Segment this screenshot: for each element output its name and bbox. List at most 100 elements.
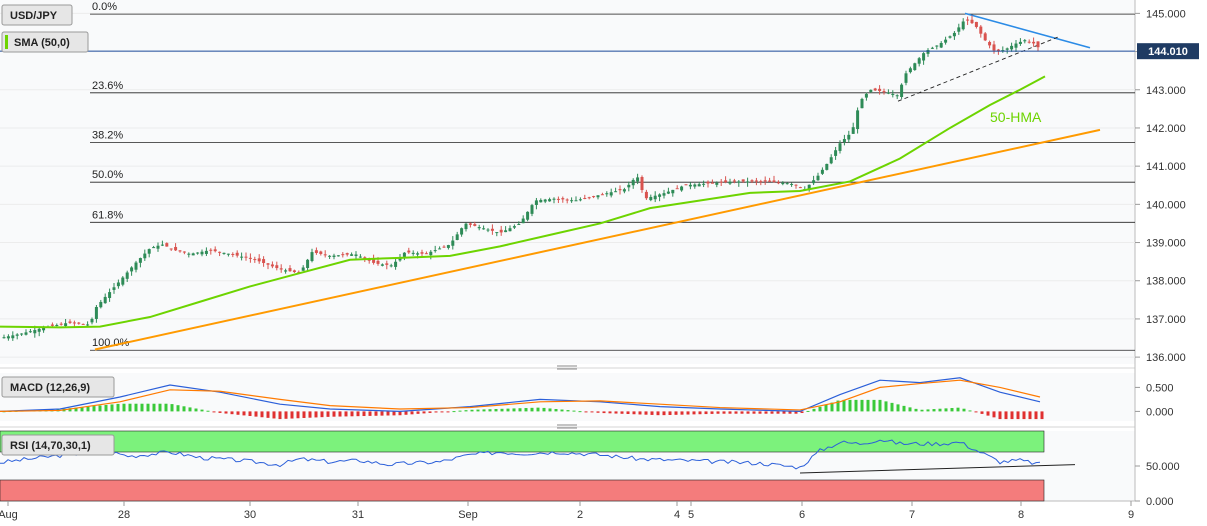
candle-body [112,287,116,290]
candle-body [790,183,794,185]
macd-histogram-bar [872,399,876,412]
candle-body [851,127,855,134]
candle-body [376,260,380,264]
macd-histogram-bar [1010,411,1014,420]
candle-body [715,182,719,185]
macd-histogram-bar [770,411,774,414]
candle-body [900,84,904,97]
candle-body [156,245,160,249]
candle-body [552,198,556,200]
rsi-trend-line [799,464,1076,474]
fib-level-label: 38.2% [92,129,123,141]
candle-body [240,256,244,258]
candle-body [116,282,120,287]
macd-histogram-bar [1004,411,1008,420]
candle-body [499,229,503,233]
candle-body [565,199,569,201]
symbol-badge[interactable]: USD/JPY [1,4,73,26]
macd-histogram-bar [482,409,486,412]
macd-histogram-bar [512,408,516,412]
candle-body [165,243,169,247]
candle-body [77,322,81,324]
macd-histogram-bar [608,411,612,414]
macd-histogram-bar [746,411,750,414]
macd-histogram-bar [974,411,978,413]
triangle-support-line [897,35,1061,102]
macd-histogram-bar [200,409,204,412]
rsi-label: RSI (14,70,30,1) [10,440,91,452]
x-tick-label: 30 [244,509,256,521]
candle-body [741,179,745,182]
candle-body [600,194,604,196]
rsi-badge[interactable]: RSI (14,70,30,1) [1,434,115,456]
macd-histogram-bar [704,411,708,415]
candle-body [270,264,274,267]
macd-histogram-bar [638,411,642,415]
macd-histogram-bar [818,406,822,412]
candle-body [495,232,499,234]
candle-body [746,181,750,183]
candle-body [644,191,648,199]
macd-histogram-bar [212,411,216,413]
candle-body [754,180,758,182]
candle-body [1005,48,1009,50]
x-tick-label: 28 [118,509,130,521]
candle-body [939,43,943,48]
rsi-oversold-zone [0,479,1045,502]
candle-body [829,157,833,164]
candle-body [649,196,653,201]
candle-body [86,324,90,326]
candle-body [389,265,393,267]
candle-body [244,256,248,258]
macd-histogram-bar [422,411,426,414]
macd-badge[interactable]: MACD (12,26,9) [1,376,115,398]
candle-body [860,98,864,109]
macd-histogram-bar [380,411,384,416]
resize-handle-icon[interactable] [557,365,577,429]
candle-body [486,229,490,231]
macd-histogram-bar [74,407,78,412]
macd-tick-label: 0.000 [1146,406,1174,418]
candle-body [636,177,640,182]
macd-histogram-bar [602,411,606,414]
macd-histogram-bar [146,403,150,412]
candle-body [68,321,72,323]
candle-body [578,199,582,201]
candle-body [922,53,926,61]
x-tick-label: 6 [799,509,805,521]
candle-body [301,267,305,271]
candle-body [1032,41,1036,44]
macd-histogram-bar [710,411,714,414]
candle-body [372,259,376,263]
candle-body [209,249,213,251]
candle-body [693,184,697,187]
macd-histogram-bar [434,411,438,413]
macd-histogram-bar [134,403,138,412]
last-price-label: 144.010 [1148,46,1188,58]
candle-body [917,58,921,64]
macd-histogram-bar [548,408,552,412]
candle-body [103,296,107,304]
candle-body [706,181,710,184]
macd-histogram-bar [350,411,354,417]
candle-body [583,198,587,200]
macd-histogram-bar [686,411,690,415]
candle-body [684,184,688,186]
sma-badge[interactable]: SMA (50,0) [1,31,89,53]
candle-body [666,191,670,194]
candle-body [323,254,327,256]
candle-body [24,332,28,335]
macd-histogram-bar [740,411,744,414]
candle-body [895,95,899,97]
macd-histogram-bar [920,409,924,412]
macd-histogram-bar [194,408,198,412]
candle-body [37,328,41,332]
candle-body [614,191,618,193]
macd-histogram-bar [68,408,72,412]
macd-histogram-bar [656,411,660,416]
macd-histogram-bar [662,411,666,416]
macd-histogram-bar [308,411,312,418]
candle-body [702,183,706,185]
candle-body [121,277,125,285]
macd-histogram-bar [272,411,276,419]
